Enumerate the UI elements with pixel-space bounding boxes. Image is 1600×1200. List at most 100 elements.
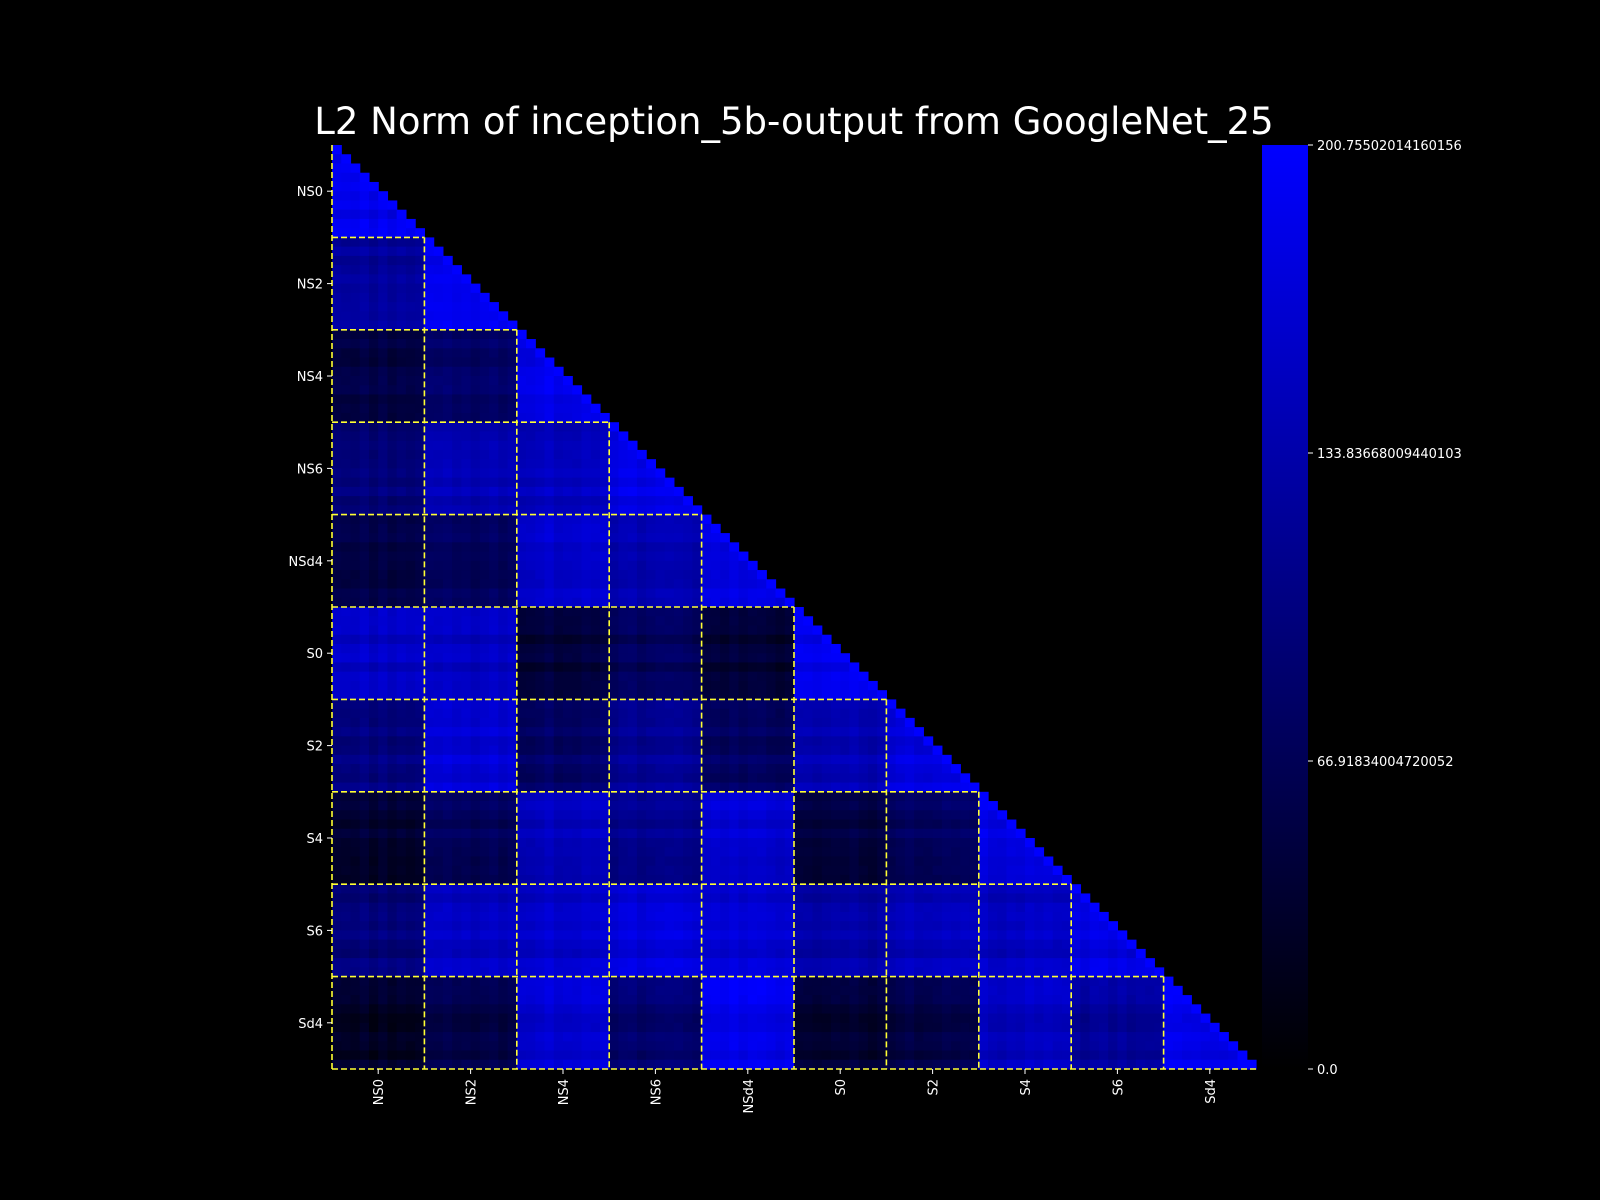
heatmap-cell — [433, 911, 444, 922]
heatmap-cell — [470, 320, 481, 331]
heatmap-cell — [581, 496, 592, 506]
heatmap-cell — [553, 486, 564, 497]
heatmap-cell — [415, 653, 425, 664]
heatmap-cell — [415, 228, 425, 238]
heatmap-cell — [452, 773, 462, 784]
heatmap-cell — [978, 930, 989, 941]
heatmap-cell — [692, 643, 703, 654]
heatmap-cell — [867, 930, 878, 941]
heatmap-cell — [1034, 930, 1045, 941]
heatmap-cell — [544, 782, 555, 793]
heatmap-cell — [535, 958, 546, 968]
heatmap-cell — [673, 662, 684, 673]
heatmap-cell — [988, 948, 998, 959]
heatmap-cell — [729, 1013, 740, 1024]
heatmap-cell — [858, 874, 869, 885]
heatmap-cell — [535, 995, 546, 1005]
heatmap-cell — [1228, 1041, 1239, 1052]
heatmap-cell — [461, 995, 472, 1005]
heatmap-cell — [673, 717, 684, 728]
heatmap-cell — [803, 930, 814, 941]
heatmap-cell — [932, 745, 943, 756]
heatmap-cell — [378, 985, 389, 996]
heatmap-cell — [332, 486, 342, 497]
heatmap-cell — [387, 422, 398, 433]
heatmap-cell — [867, 764, 878, 774]
heatmap-cell — [1163, 1013, 1174, 1024]
heatmap-cell — [442, 255, 453, 266]
heatmap-cell — [1117, 985, 1128, 996]
heatmap-cell — [914, 985, 924, 996]
heatmap-cell — [415, 976, 425, 987]
heatmap-cell — [415, 662, 425, 673]
heatmap-cell — [507, 911, 518, 922]
heatmap-cell — [461, 828, 472, 839]
heatmap-cell — [599, 1050, 610, 1061]
heatmap-cell — [341, 265, 352, 275]
heatmap-cell — [368, 366, 379, 377]
heatmap-cell — [590, 819, 601, 830]
heatmap-cell — [479, 412, 490, 423]
heatmap-cell — [766, 810, 777, 821]
heatmap-cell — [535, 366, 546, 377]
heatmap-cell — [1052, 1013, 1063, 1024]
heatmap-cell — [359, 634, 370, 645]
heatmap-cell — [563, 810, 573, 821]
heatmap-cell — [405, 782, 416, 793]
heatmap-cell — [350, 283, 361, 294]
heatmap-cell — [655, 468, 666, 479]
heatmap-cell — [886, 782, 897, 793]
heatmap-cell — [886, 902, 897, 913]
heatmap-cell — [341, 690, 352, 700]
heatmap-cell — [766, 801, 777, 811]
heatmap-cell — [424, 634, 435, 645]
heatmap-cell — [599, 551, 610, 562]
heatmap-cell — [424, 376, 435, 386]
heatmap-cell — [387, 856, 398, 867]
heatmap-cell — [701, 764, 712, 774]
heatmap-cell — [433, 616, 444, 627]
heatmap-cell — [867, 1004, 878, 1015]
heatmap-cell — [396, 209, 407, 220]
heatmap-cell — [590, 403, 601, 414]
heatmap-cell — [627, 1022, 638, 1033]
heatmap-cell — [803, 773, 814, 784]
heatmap-cell — [498, 893, 509, 904]
heatmap-cell — [618, 579, 629, 590]
heatmap-cell — [784, 1032, 795, 1042]
heatmap-cell — [452, 422, 462, 433]
heatmap-cell — [655, 708, 666, 719]
heatmap-cell — [849, 1041, 860, 1052]
heatmap-cell — [526, 366, 536, 377]
heatmap-cell — [461, 366, 472, 377]
heatmap-cell — [489, 357, 499, 368]
heatmap-cell — [368, 579, 379, 590]
heatmap-cell — [544, 357, 555, 368]
heatmap-cell — [1043, 911, 1054, 922]
heatmap-cell — [867, 939, 878, 950]
heatmap-cell — [636, 579, 647, 590]
heatmap-cell — [710, 773, 721, 784]
heatmap-cell — [479, 884, 490, 895]
heatmap-cell — [1025, 1050, 1035, 1061]
heatmap-cell — [498, 542, 509, 553]
heatmap-cell — [886, 856, 897, 867]
heatmap-cell — [368, 625, 379, 636]
heatmap-cell — [535, 653, 546, 664]
heatmap-cell — [332, 431, 342, 442]
heatmap-cell — [424, 801, 435, 811]
heatmap-cell — [673, 699, 684, 710]
heatmap-cell — [479, 496, 490, 506]
heatmap-cell — [581, 1004, 592, 1015]
heatmap-cell — [341, 1041, 352, 1052]
heatmap-cell — [867, 1041, 878, 1052]
heatmap-cell — [526, 865, 536, 876]
heatmap-cell — [405, 810, 416, 821]
heatmap-cell — [544, 985, 555, 996]
heatmap-cell — [516, 385, 527, 396]
heatmap-cell — [553, 533, 564, 543]
heatmap-cell — [387, 828, 398, 839]
heatmap-cell — [618, 643, 629, 654]
heatmap-cell — [599, 930, 610, 941]
heatmap-cell — [969, 958, 980, 968]
